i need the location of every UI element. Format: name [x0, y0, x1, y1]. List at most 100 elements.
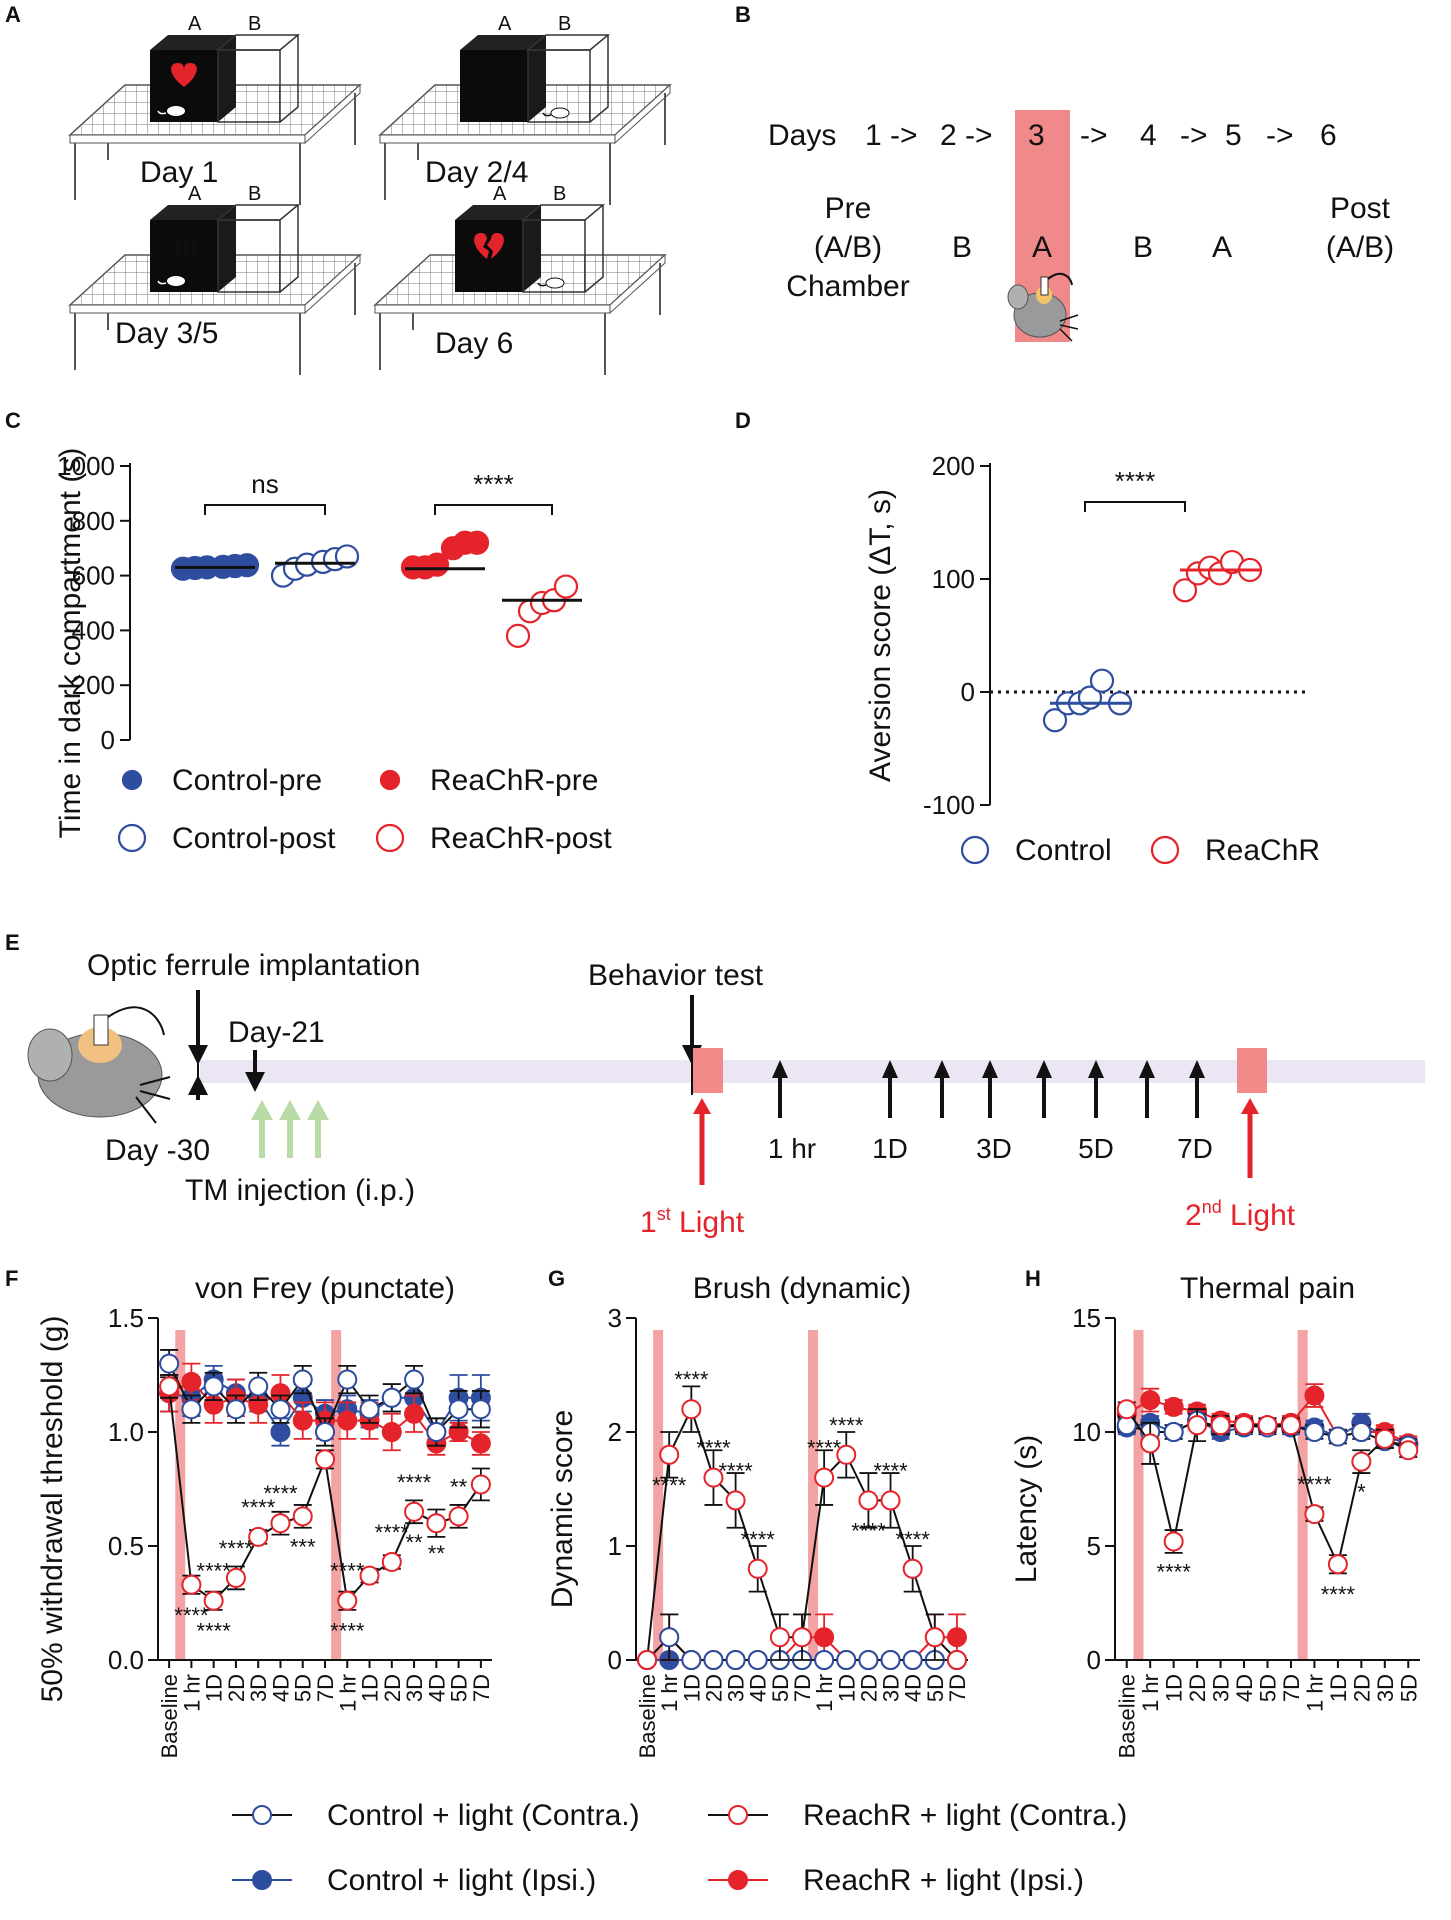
significance-label: ****	[1297, 1472, 1332, 1497]
x-tick-label: 5D	[923, 1674, 948, 1702]
data-point	[225, 1399, 246, 1420]
time-arrow-head-5	[1088, 1060, 1104, 1078]
table-edge	[69, 134, 306, 144]
table-edge	[69, 304, 306, 314]
scene-4: A B Day 6	[373, 183, 667, 375]
light2-label: 2nd Light	[1185, 1197, 1296, 1232]
y-tick-label: 0	[1087, 1645, 1101, 1675]
day-step-5: ->	[1180, 119, 1208, 152]
time-label-1: 1D	[872, 1133, 908, 1164]
panel-h-letter: H	[1025, 1266, 1041, 1291]
data-point	[1327, 1426, 1348, 1447]
legend-marker	[117, 823, 147, 853]
series-ReachR + light (Contra.)	[637, 1385, 967, 1670]
x-tick-label: 5D	[291, 1674, 316, 1702]
time-label-0: 1 hr	[768, 1133, 816, 1164]
y-axis-label: Time in dark compartment (s)	[54, 448, 87, 839]
x-tick-label: 3D	[724, 1674, 749, 1702]
light-chamber-side	[589, 35, 609, 123]
data-point	[337, 1369, 358, 1390]
mouse-tail	[542, 112, 552, 117]
chamber-label-b: B	[248, 13, 261, 35]
y-tick-label: 0	[608, 1645, 622, 1675]
data-point	[1374, 1428, 1395, 1449]
light-chamber-side	[279, 205, 299, 293]
data-point	[426, 1513, 447, 1534]
mouse-icon	[1007, 272, 1079, 342]
chamber-0: B	[952, 231, 972, 264]
mouse-icon	[545, 277, 565, 289]
data-point	[292, 1369, 313, 1390]
point-ReaChR-post	[505, 623, 531, 648]
x-tick-label: 1D	[358, 1674, 383, 1702]
x-tick-label: 2D	[380, 1674, 405, 1702]
dark-chamber-side	[528, 35, 546, 122]
chart-d: -100 0 100 200 Aversion score (ΔT, s) **** Con…	[864, 451, 1320, 867]
panel-e: E Optic ferrule implantation Day-21 Day …	[5, 930, 1425, 1239]
data-point	[703, 1650, 724, 1670]
heart-icon	[171, 63, 197, 87]
data-point	[1187, 1415, 1208, 1436]
y-axis-label: Latency (s)	[1010, 1435, 1043, 1583]
x-tick-label: 5D	[1256, 1674, 1281, 1702]
legend-label: Control-pre	[172, 764, 322, 797]
comparison-bracket	[1084, 501, 1186, 512]
x-tick-label: 7D	[945, 1674, 970, 1702]
day-step-4: 4	[1140, 119, 1157, 152]
data-point	[836, 1444, 857, 1465]
panel-g-letter: G	[548, 1266, 565, 1291]
mouse-icon	[167, 276, 185, 286]
y-axis-label: Dynamic score	[546, 1410, 579, 1608]
legend-c: Control-pre ReaChR-pre Control-post ReaChR-…	[117, 764, 612, 855]
series-Control + light (Contra.)	[159, 1349, 491, 1447]
legend-label: ReaChR	[1205, 834, 1320, 867]
legend-marker	[252, 1805, 272, 1825]
y-tick-label: 100	[932, 564, 975, 594]
data-point	[814, 1467, 835, 1488]
scene-label: Day 3/5	[115, 317, 218, 350]
x-tick-label: 2D	[701, 1674, 726, 1702]
y-tick-label: 2	[608, 1417, 622, 1447]
significance-label: ****	[851, 1518, 886, 1543]
data-point	[448, 1399, 469, 1420]
legend-marker	[379, 769, 401, 791]
data-point	[203, 1376, 224, 1397]
x-tick-label: 1D	[202, 1674, 227, 1702]
day-step-2: 3	[1028, 119, 1045, 152]
data-point	[248, 1376, 269, 1397]
x-tick-label: 7D	[469, 1674, 494, 1702]
legend-fgh: Control + light (Contra.) ReachR + light …	[232, 1799, 1127, 1897]
data-point	[1280, 1415, 1301, 1436]
light-stimulus-bar	[1297, 1330, 1308, 1660]
significance-label: ****	[696, 1436, 731, 1461]
x-tick-label: Baseline	[157, 1674, 182, 1758]
y-tick-label: 0	[101, 725, 115, 755]
point-Control	[1042, 708, 1068, 733]
timeline-bar	[200, 1060, 1425, 1083]
significance-label: ****	[674, 1367, 709, 1392]
data-point	[181, 1399, 202, 1420]
data-point	[159, 1353, 180, 1374]
data-point	[659, 1627, 680, 1648]
tm-arrow-head-1	[279, 1100, 301, 1120]
x-tick-label: 1 hr	[1302, 1674, 1327, 1712]
comparison-label: ns	[251, 469, 278, 499]
day30-label: Day -30	[105, 1134, 210, 1167]
legend-label: Control-post	[172, 822, 336, 855]
table-edge	[379, 134, 616, 144]
data-point	[659, 1444, 680, 1465]
table-edge-side	[304, 83, 361, 145]
data-point	[1257, 1415, 1278, 1436]
x-tick-label: 2D	[1185, 1674, 1210, 1702]
data-point	[1398, 1440, 1419, 1461]
significance-label: ****	[829, 1413, 864, 1438]
significance-label: ****	[873, 1458, 908, 1483]
x-tick-label: Baseline	[1115, 1674, 1140, 1758]
mouse-tail	[157, 280, 167, 285]
data-point	[1234, 1415, 1255, 1436]
panel-f-letter: F	[5, 1266, 18, 1291]
light-stimulus-bar	[331, 1330, 342, 1660]
data-point	[1210, 1415, 1231, 1436]
data-point	[637, 1650, 658, 1670]
